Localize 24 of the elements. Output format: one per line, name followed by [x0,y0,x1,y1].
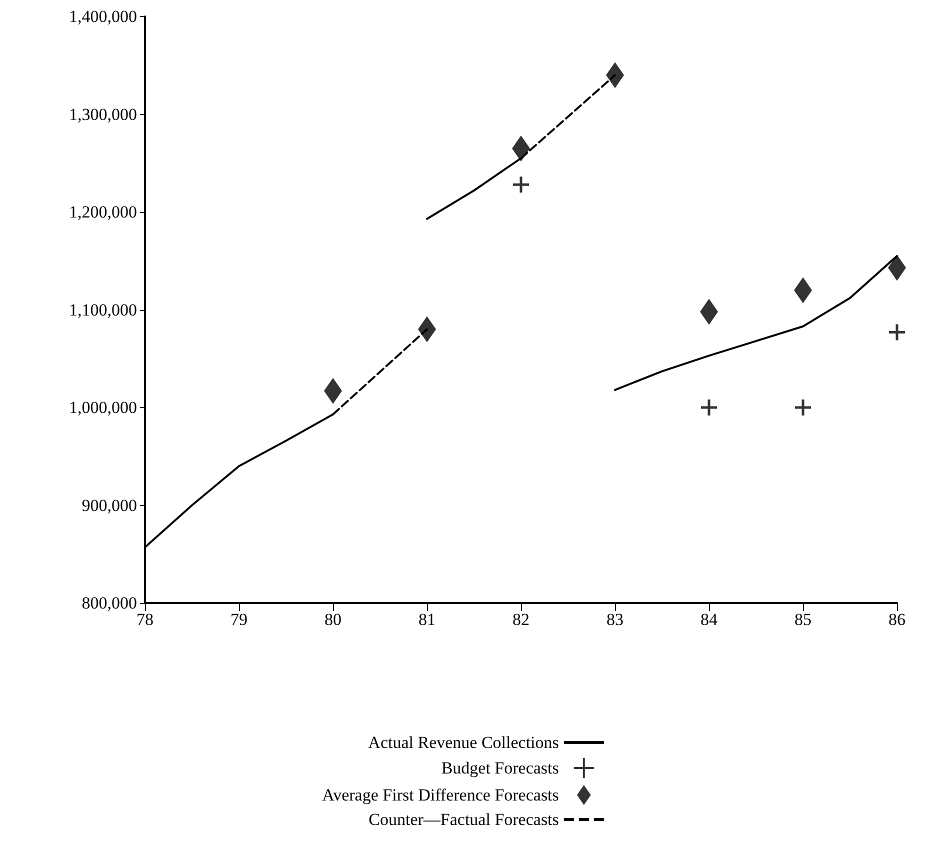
y-tick-label: 1,300,000 [69,104,137,124]
x-tick-label: 86 [888,610,906,629]
legend-label: Average First Difference Forecasts [322,786,559,804]
legend-label: Budget Forecasts [441,758,559,778]
point [888,322,906,342]
point [512,175,530,194]
x-tick-label: 84 [700,610,718,629]
y-tick-label: 1,200,000 [69,202,137,222]
x-tick-label: 81 [418,610,436,629]
y-tick-label: 1,400,000 [69,7,137,26]
x-tick-label: 78 [136,610,154,629]
x-tick-label: 80 [324,610,342,629]
x-tick-label: 85 [794,610,812,629]
legend-label: Counter—Factual Forecasts [368,810,559,829]
y-tick-label: 1,100,000 [69,300,137,320]
point [794,398,812,417]
x-tick-label: 83 [606,610,624,629]
x-tick-label: 79 [230,610,248,629]
y-tick-label: 900,000 [82,496,137,515]
point [700,398,718,417]
x-tick-label: 82 [512,610,530,629]
y-tick-label: 800,000 [82,594,137,612]
legend-label: Actual Revenue Collections [368,733,559,752]
y-tick-label: 1,000,000 [69,398,137,417]
